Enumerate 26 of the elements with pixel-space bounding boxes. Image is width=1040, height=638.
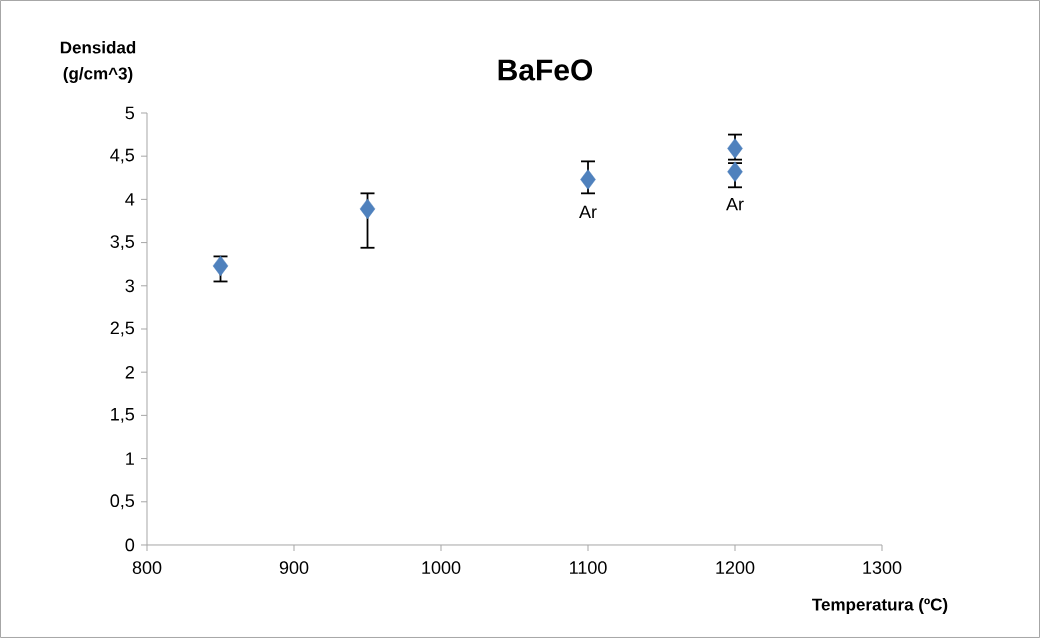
y-tick-label: 2,5 <box>110 321 135 337</box>
y-tick-label: 2 <box>125 365 134 379</box>
y-tick-label: 5 <box>125 106 135 120</box>
y-tick-label: 4,5 <box>110 148 135 164</box>
point <box>212 255 229 277</box>
y-tick-label: 3,5 <box>110 235 135 251</box>
y-tick-label: 1,5 <box>111 408 135 423</box>
x-axis-title: Temperatura (ºC) <box>812 598 948 614</box>
y-axis-title: Densidad (g/cm^3) <box>60 41 136 83</box>
annotation: Ar <box>579 205 597 219</box>
y-tick-label: 3 <box>125 279 135 293</box>
annotation: Ar <box>726 197 744 211</box>
x-tick-label: 800 <box>132 561 162 574</box>
y-tick-label: 0 <box>125 538 135 552</box>
x-tick-label: 1000 <box>422 561 461 574</box>
y-tick-label: 4 <box>125 193 135 206</box>
y-tick-label: 0,5 <box>110 494 135 510</box>
x-tick-label: 1200 <box>716 561 755 574</box>
x-tick-label: 1300 <box>863 561 902 574</box>
point <box>727 161 743 182</box>
x-tick-label: 900 <box>279 561 309 574</box>
x-tick-label: 1100 <box>570 561 607 574</box>
point <box>359 198 376 220</box>
point <box>580 169 596 190</box>
y-tick-label: 1 <box>126 452 134 465</box>
chart-title: BaFeO <box>498 59 593 81</box>
